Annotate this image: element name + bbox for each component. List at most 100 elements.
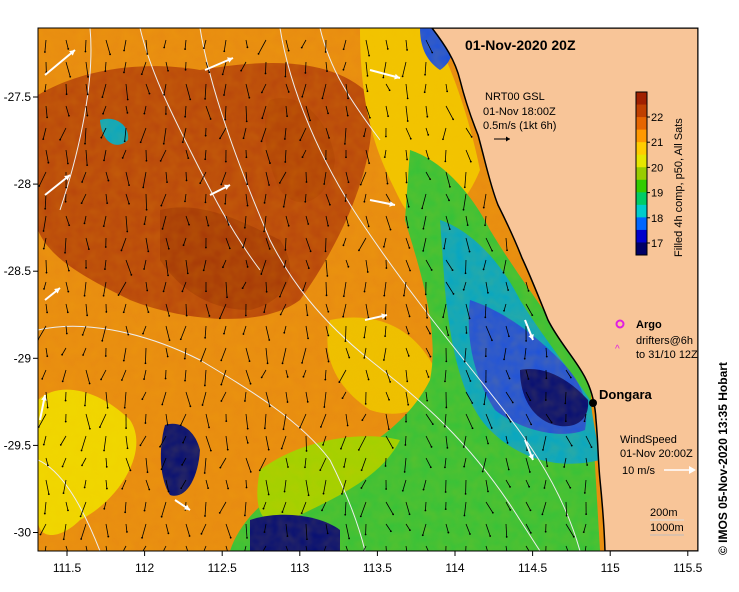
current-arrowhead bbox=[241, 287, 244, 290]
argo-legend: Argo ^ drifters@6h to 31/10 12Z bbox=[615, 319, 698, 361]
current-arrowhead bbox=[143, 112, 146, 115]
current-arrow bbox=[284, 479, 287, 492]
current-arrow bbox=[118, 281, 127, 296]
current-arrowhead bbox=[204, 201, 207, 204]
current-arrow bbox=[565, 545, 569, 551]
current-arrow bbox=[425, 171, 431, 180]
current-arrowhead bbox=[245, 120, 248, 123]
current-arrow bbox=[584, 545, 587, 551]
current-arrowhead bbox=[431, 423, 434, 425]
current-arrowhead bbox=[143, 378, 145, 380]
current-arrowhead bbox=[387, 115, 390, 118]
current-arrowhead bbox=[401, 489, 404, 492]
current-arrow bbox=[405, 347, 410, 357]
argo-label: Argo bbox=[636, 319, 662, 331]
current-arrow bbox=[343, 61, 347, 70]
current-arrow bbox=[425, 105, 428, 117]
current-arrow bbox=[404, 457, 407, 472]
wind-time: 01-Nov 20:00Z bbox=[620, 448, 693, 460]
current-arrowhead bbox=[442, 316, 445, 319]
current-arrow bbox=[60, 435, 67, 446]
current-arrow bbox=[225, 237, 231, 249]
current-arrowhead bbox=[329, 203, 331, 206]
current-arrowhead bbox=[100, 136, 103, 139]
current-arrowhead bbox=[166, 181, 168, 184]
current-arrow bbox=[285, 545, 289, 551]
current-arrowhead bbox=[344, 340, 347, 343]
current-arrow bbox=[484, 215, 487, 226]
current-arrow bbox=[265, 325, 270, 341]
current-arrowhead bbox=[343, 142, 346, 145]
current-arrow bbox=[323, 545, 327, 551]
colorbar-segment bbox=[636, 104, 647, 118]
current-arrow bbox=[405, 149, 408, 160]
current-arrow bbox=[261, 105, 267, 119]
current-arrow bbox=[483, 193, 487, 208]
current-arrow bbox=[245, 435, 249, 444]
current-arrowhead bbox=[367, 225, 370, 228]
current-arrowhead bbox=[447, 334, 450, 337]
current-arrowhead bbox=[506, 249, 508, 252]
current-arrowhead bbox=[590, 446, 593, 448]
current-arrow bbox=[385, 215, 391, 230]
x-axis: 111.5 112 112.5 113 113.5 114 114.5 115 115.5 bbox=[53, 551, 703, 575]
current-arrow bbox=[283, 193, 287, 207]
current-arrow bbox=[299, 127, 307, 141]
current-arrowhead bbox=[367, 378, 370, 381]
current-arrow bbox=[305, 391, 309, 402]
current-arrow bbox=[342, 303, 347, 317]
current-arrowhead bbox=[363, 135, 365, 138]
current-arrowhead bbox=[282, 205, 285, 208]
current-arrowhead bbox=[162, 290, 165, 293]
current-arrow bbox=[565, 501, 568, 516]
current-arrowhead bbox=[569, 486, 572, 489]
current-arrowhead bbox=[260, 273, 263, 275]
current-arrowhead bbox=[200, 360, 202, 362]
current-arrow bbox=[301, 501, 307, 514]
current-arrow bbox=[85, 237, 90, 250]
current-arrowhead bbox=[144, 362, 147, 365]
current-arrow bbox=[225, 523, 232, 538]
current-arrowhead bbox=[188, 223, 190, 226]
current-arrow bbox=[105, 479, 108, 489]
current-arrowhead bbox=[319, 426, 322, 428]
current-arrowhead bbox=[324, 51, 327, 53]
current-arrow bbox=[185, 545, 189, 551]
current-arrowhead bbox=[565, 514, 568, 517]
current-arrow bbox=[405, 369, 408, 382]
current-arrowhead bbox=[184, 200, 186, 203]
current-arrow bbox=[243, 127, 247, 139]
current-arrow bbox=[322, 83, 327, 99]
current-arrow bbox=[319, 457, 327, 471]
current-arrow bbox=[445, 171, 451, 187]
current-arrow bbox=[145, 281, 148, 291]
current-arrow bbox=[325, 105, 329, 114]
current-arrowhead bbox=[145, 208, 148, 211]
colorbar-segment bbox=[636, 192, 647, 206]
current-arrowhead bbox=[147, 250, 150, 253]
current-arrow bbox=[505, 325, 510, 337]
current-arrowhead bbox=[401, 75, 404, 78]
current-arrow bbox=[100, 369, 107, 380]
current-arrow bbox=[465, 215, 469, 226]
current-arrow bbox=[280, 303, 287, 315]
current-arrow bbox=[545, 347, 548, 357]
current-arrowhead bbox=[86, 164, 89, 167]
current-arrowhead bbox=[569, 376, 572, 379]
current-arrow bbox=[383, 281, 387, 296]
current-arrow bbox=[505, 369, 510, 379]
current-arrow bbox=[45, 391, 49, 408]
current-arrowhead bbox=[491, 339, 493, 342]
current-arrow bbox=[245, 259, 249, 268]
current-vectors bbox=[38, 39, 593, 551]
current-arrow bbox=[45, 347, 48, 357]
current-arrow bbox=[283, 325, 287, 333]
current-arrow bbox=[222, 259, 227, 268]
current-arrowhead bbox=[220, 400, 223, 402]
current-arrow bbox=[445, 523, 449, 533]
current-arrow bbox=[125, 325, 129, 335]
current-arrow bbox=[385, 83, 390, 91]
current-arrowhead bbox=[363, 336, 366, 339]
current-arrowhead bbox=[83, 222, 86, 225]
